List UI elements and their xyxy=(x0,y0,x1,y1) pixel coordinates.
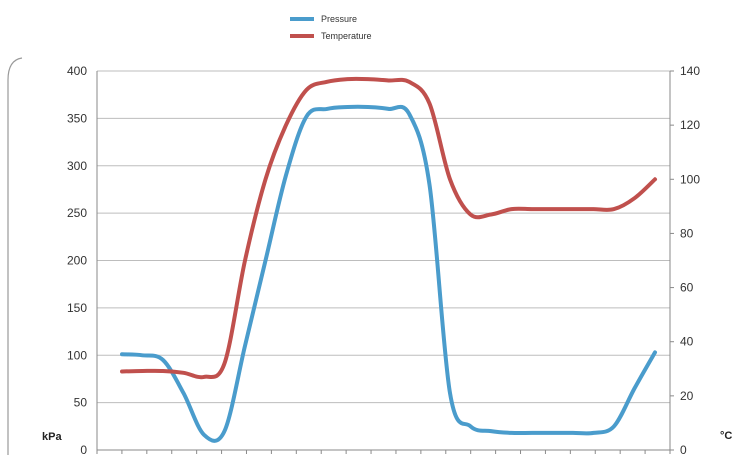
series-line-temperature xyxy=(120,76,657,380)
axes xyxy=(96,71,671,454)
right-axis-unit: °C xyxy=(720,430,732,442)
right-tick-label: 40 xyxy=(680,335,694,349)
left-axis-ticks: 0 50 100 150 200 250 300 350 400 xyxy=(67,64,87,457)
right-tick-label: 80 xyxy=(680,226,694,240)
left-tick-label: 0 xyxy=(80,443,87,457)
right-tick-label: 100 xyxy=(680,172,700,186)
left-tick-label: 100 xyxy=(67,348,87,362)
right-tick-label: 20 xyxy=(680,389,694,403)
legend-label-temperature: Temperature xyxy=(321,31,372,41)
series-line-pressure xyxy=(120,104,657,443)
right-tick-label: 0 xyxy=(680,443,687,457)
legend-label-pressure: Pressure xyxy=(321,14,357,24)
left-tick-label: 200 xyxy=(67,254,87,268)
left-axis-unit: kPa xyxy=(42,431,62,443)
grid xyxy=(97,70,670,404)
left-tick-label: 400 xyxy=(67,64,87,78)
right-tick-label: 140 xyxy=(680,64,700,78)
left-tick-label: 300 xyxy=(67,159,87,173)
left-tick-label: 250 xyxy=(67,206,87,220)
right-axis-ticks: 0 20 40 60 80 100 120 140 xyxy=(670,64,700,457)
chart-border xyxy=(7,57,23,455)
left-tick-label: 350 xyxy=(67,111,87,125)
left-tick-label: 50 xyxy=(74,396,88,410)
right-tick-label: 120 xyxy=(680,118,700,132)
legend-item-pressure: Pressure xyxy=(290,14,357,24)
legend-item-temperature: Temperature xyxy=(290,31,372,41)
legend: Pressure Temperature xyxy=(290,14,372,41)
left-tick-label: 150 xyxy=(67,301,87,315)
series xyxy=(120,76,657,443)
right-tick-label: 60 xyxy=(680,281,694,295)
